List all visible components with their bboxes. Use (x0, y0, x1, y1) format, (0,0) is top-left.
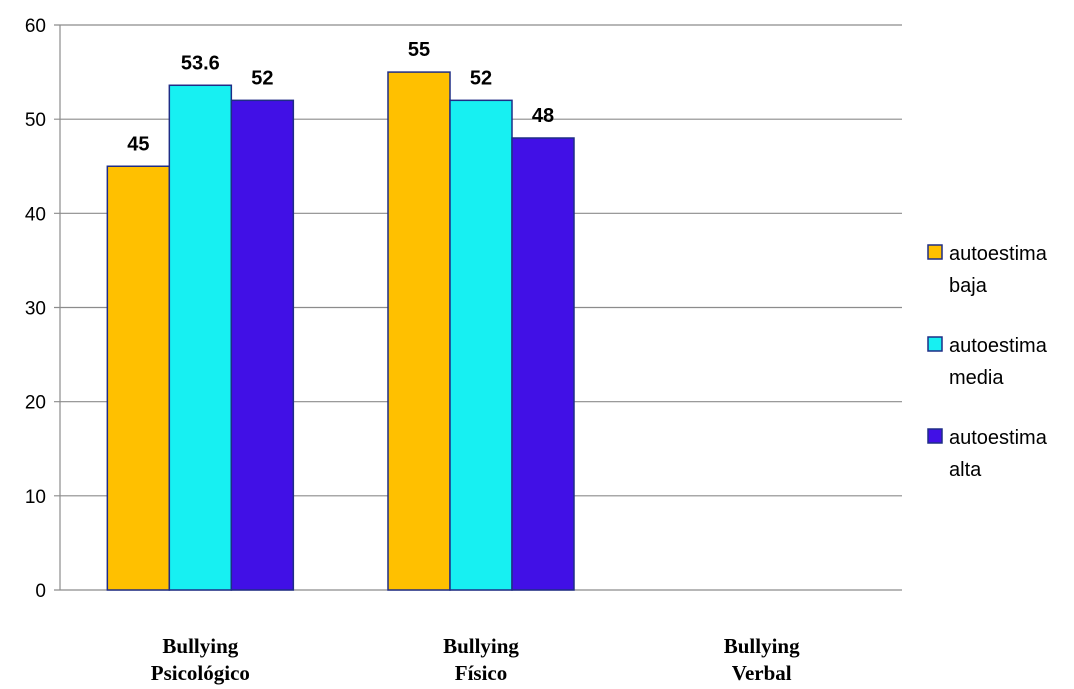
data-label: 52 (470, 67, 492, 89)
bar (387, 71, 451, 591)
y-tick-label: 20 (25, 393, 46, 414)
y-tick-label: 10 (25, 487, 46, 508)
y-tick-label: 40 (25, 204, 46, 225)
data-label: 48 (532, 105, 554, 127)
bar (449, 99, 513, 591)
bar (106, 165, 171, 591)
legend-label: autoestima alta (949, 427, 1048, 481)
bar (511, 137, 575, 591)
bar (168, 84, 233, 591)
x-tick-label-line: Psicológico (151, 661, 250, 685)
x-tick-label-line: Verbal (732, 661, 792, 685)
legend-swatch (927, 336, 943, 352)
legend-label: autoestima media (949, 335, 1048, 389)
data-label: 55 (408, 39, 430, 61)
legend-label-line: autoestima (949, 243, 1048, 265)
legend-label-line: autoestima (949, 427, 1048, 449)
y-tick-label: 50 (25, 110, 46, 131)
bars (106, 71, 575, 591)
x-tick-label-line: Físico (455, 661, 508, 685)
x-tick-label: Bullying Psicológico (151, 634, 250, 685)
data-labels: 45 53.6 52 55 52 48 (127, 39, 554, 155)
x-tick-label-line: Bullying (724, 634, 800, 658)
data-label: 52 (251, 67, 273, 89)
legend-label-line: alta (949, 459, 982, 481)
data-label: 45 (127, 133, 149, 155)
x-tick-label-line: Bullying (162, 634, 238, 658)
y-tick-label: 60 (25, 16, 46, 37)
legend-label-line: autoestima (949, 335, 1048, 357)
data-label: 53.6 (181, 52, 220, 74)
x-tick-label: Bullying Verbal (724, 634, 800, 685)
legend-label-line: baja (949, 275, 988, 297)
legend-swatch (927, 428, 943, 444)
legend-label: autoestima baja (949, 243, 1048, 297)
y-tick-label: 0 (35, 581, 46, 602)
y-axis: 0 10 20 30 40 50 60 (25, 16, 61, 602)
y-tick-label: 30 (25, 299, 46, 320)
legend-label-line: media (949, 367, 1004, 389)
x-tick-label-line: Bullying (443, 634, 519, 658)
bar (230, 99, 295, 591)
legend-swatch (927, 244, 943, 260)
x-tick-label: Bullying Físico (443, 634, 519, 685)
